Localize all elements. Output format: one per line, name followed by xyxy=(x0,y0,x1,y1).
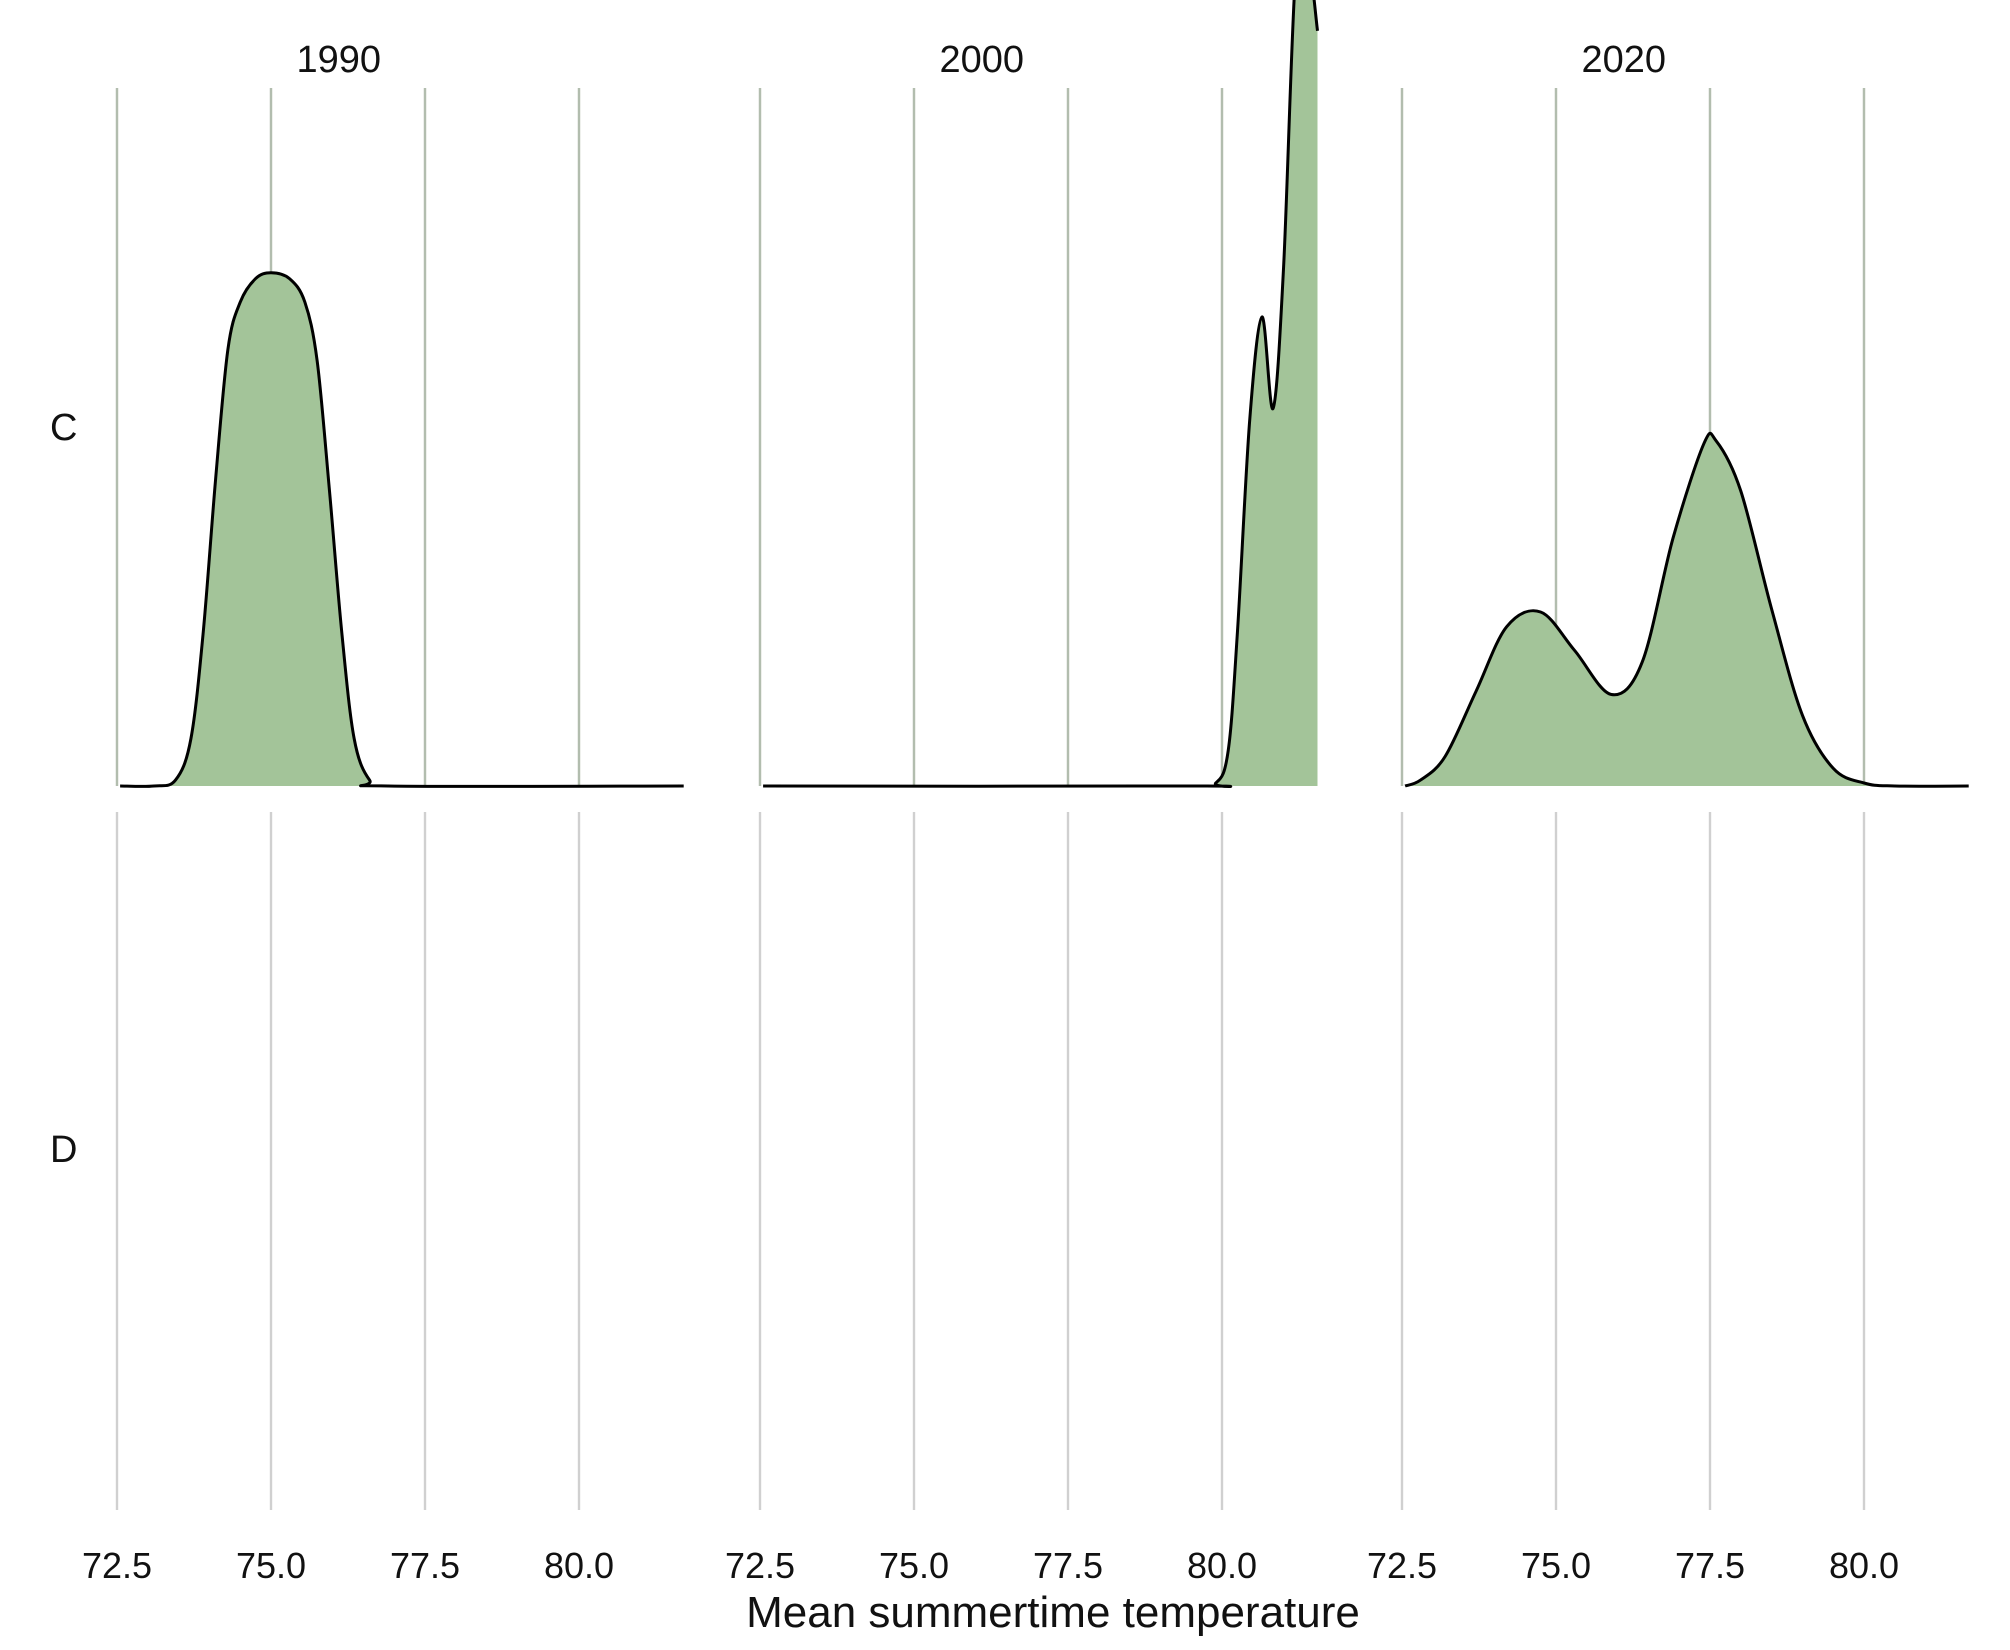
x-tick-label: 80.0 xyxy=(1829,1545,1899,1586)
x-tick-label: 75.0 xyxy=(1521,1545,1591,1586)
x-tick-label: 80.0 xyxy=(1187,1545,1257,1586)
x-tick-label: 72.5 xyxy=(82,1545,152,1586)
density-curves xyxy=(120,0,1969,789)
row-label: D xyxy=(50,1129,77,1171)
density-line-2000-C xyxy=(763,0,1319,789)
x-tick-label: 77.5 xyxy=(390,1545,460,1586)
column-title: 2000 xyxy=(939,39,1024,81)
x-axis-ticks: 72.5 75.0 77.5 80.0 72.5 75.0 77.5 80.0 72.5 75.0… xyxy=(82,1545,1899,1586)
facet-labels: 1990 2000 2020 C D xyxy=(50,39,1666,1171)
x-tick-label: 77.5 xyxy=(1675,1545,1745,1586)
density-area-1990-C xyxy=(120,272,684,787)
x-tick-label: 80.0 xyxy=(544,1545,614,1586)
density-line-1990-C xyxy=(120,271,684,788)
x-tick-label: 77.5 xyxy=(1033,1545,1103,1586)
x-tick-label: 75.0 xyxy=(236,1545,306,1586)
x-axis-label: Mean summertime temperature xyxy=(746,1588,1360,1637)
density-line-2020-C xyxy=(1404,431,1969,788)
column-title: 2020 xyxy=(1581,39,1666,81)
density-area-2000-C xyxy=(763,0,1318,787)
row-label: C xyxy=(50,407,77,449)
x-tick-label: 72.5 xyxy=(725,1545,795,1586)
gridlines xyxy=(115,88,1866,1510)
x-tick-label: 75.0 xyxy=(879,1545,949,1586)
density-area-2020-C xyxy=(1405,433,1969,787)
x-tick-label: 72.5 xyxy=(1367,1545,1437,1586)
column-title: 1990 xyxy=(296,39,381,81)
